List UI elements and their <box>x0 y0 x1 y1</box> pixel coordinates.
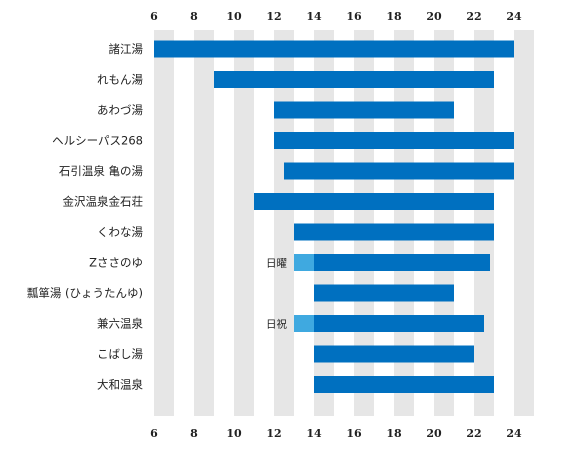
bars <box>154 40 514 393</box>
bar <box>314 254 490 271</box>
x-tick-label-top: 20 <box>426 10 442 23</box>
category-label: 金沢温泉金石荘 <box>63 195 144 209</box>
x-tick-label-bottom: 10 <box>226 427 242 440</box>
x-axis-bottom: 6 8 10 12 14 16 18 20 22 24 <box>150 427 522 440</box>
x-tick-label-bottom: 12 <box>266 427 281 440</box>
x-tick-label-top: 8 <box>190 10 198 23</box>
extension-label: 日曜 <box>266 258 287 270</box>
category-label: こばし湯 <box>97 347 143 361</box>
x-tick-label-top: 22 <box>466 10 481 23</box>
bar <box>314 284 454 302</box>
grid-band <box>234 30 254 416</box>
x-tick-label-top: 10 <box>226 10 242 23</box>
category-label: 兼六温泉 <box>97 317 143 331</box>
x-tick-label-bottom: 22 <box>466 427 481 440</box>
bar <box>274 101 454 119</box>
x-tick-label-bottom: 18 <box>386 427 402 440</box>
x-tick-label-top: 18 <box>386 10 402 23</box>
x-tick-label-top: 12 <box>266 10 281 23</box>
x-tick-label-top: 16 <box>346 10 362 23</box>
category-label: 諸江湯 <box>109 42 144 56</box>
grid-band <box>514 30 534 416</box>
bar <box>314 376 494 393</box>
grid-band <box>274 30 294 416</box>
bar-extension <box>294 254 314 271</box>
bar <box>214 71 494 88</box>
x-tick-label-bottom: 24 <box>506 427 522 440</box>
category-label: 石引温泉 亀の湯 <box>59 164 144 178</box>
bar <box>314 345 474 363</box>
bar-extension <box>294 315 314 332</box>
bar <box>154 40 514 58</box>
grid-band <box>154 30 174 416</box>
x-tick-label-bottom: 6 <box>150 427 158 440</box>
category-label: 大和温泉 <box>97 378 143 392</box>
x-tick-label-top: 14 <box>306 10 322 23</box>
x-tick-label-bottom: 8 <box>190 427 198 440</box>
category-label: Zささのゆ <box>89 256 143 270</box>
category-label: れもん湯 <box>97 73 143 87</box>
category-label: くわな湯 <box>97 225 143 239</box>
x-axis-top: 6 8 10 12 14 16 18 20 22 24 <box>150 10 522 23</box>
bar <box>284 162 514 180</box>
x-tick-label-bottom: 16 <box>346 427 362 440</box>
bar <box>294 223 494 241</box>
x-tick-label-top: 24 <box>506 10 522 23</box>
x-tick-label-bottom: 20 <box>426 427 442 440</box>
category-label: あわづ湯 <box>97 103 143 117</box>
bar <box>274 132 514 149</box>
grid-band <box>194 30 214 416</box>
bar <box>254 193 494 210</box>
bar <box>314 315 484 332</box>
x-tick-label-top: 6 <box>150 10 158 23</box>
category-label: 瓢箪湯 (ひょうたんゆ) <box>27 286 143 300</box>
x-tick-label-bottom: 14 <box>306 427 322 440</box>
category-label: ヘルシーパス268 <box>52 134 143 148</box>
extension-label: 日祝 <box>266 318 287 331</box>
